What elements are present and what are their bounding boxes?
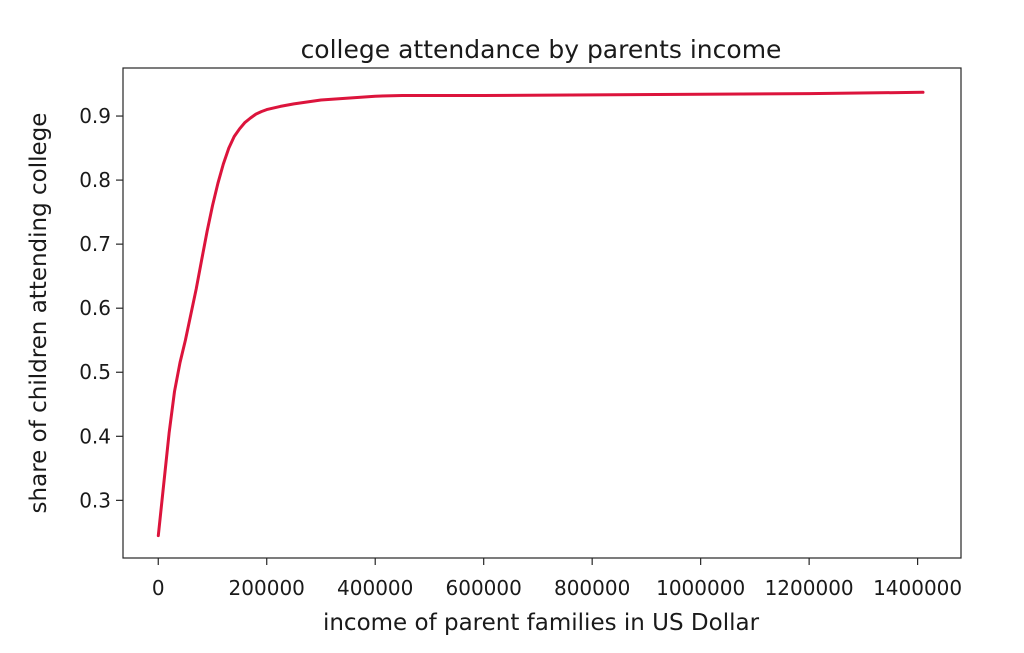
- y-tick-label: 0.5: [79, 360, 111, 384]
- x-tick-label: 1200000: [765, 576, 854, 600]
- ticks-layer: 0 200000 400000 600000 800000 1000000 1200000 1…: [79, 104, 962, 600]
- y-tick-label: 0.3: [79, 488, 111, 512]
- y-axis-title: share of children attending college: [26, 113, 52, 514]
- series-line-0: [156, 90, 925, 538]
- x-tick-label: 400000: [337, 576, 413, 600]
- y-tick-label: 0.4: [79, 424, 111, 448]
- plot-frame: [122, 67, 962, 559]
- y-tick-label: 0.7: [79, 232, 111, 256]
- series-layer: [156, 90, 925, 538]
- x-tick-label: 800000: [554, 576, 630, 600]
- chart-title: college attendance by parents income: [301, 35, 782, 64]
- y-tick-label: 0.9: [79, 104, 111, 128]
- x-tick-label: 200000: [229, 576, 305, 600]
- x-tick-label: 1400000: [873, 576, 962, 600]
- y-tick-label: 0.6: [79, 296, 111, 320]
- x-tick-label: 1000000: [656, 576, 745, 600]
- x-axis-title: income of parent families in US Dollar: [323, 610, 760, 636]
- x-tick-label: 0: [152, 576, 165, 600]
- y-tick-label: 0.8: [79, 168, 111, 192]
- x-tick-label: 600000: [446, 576, 522, 600]
